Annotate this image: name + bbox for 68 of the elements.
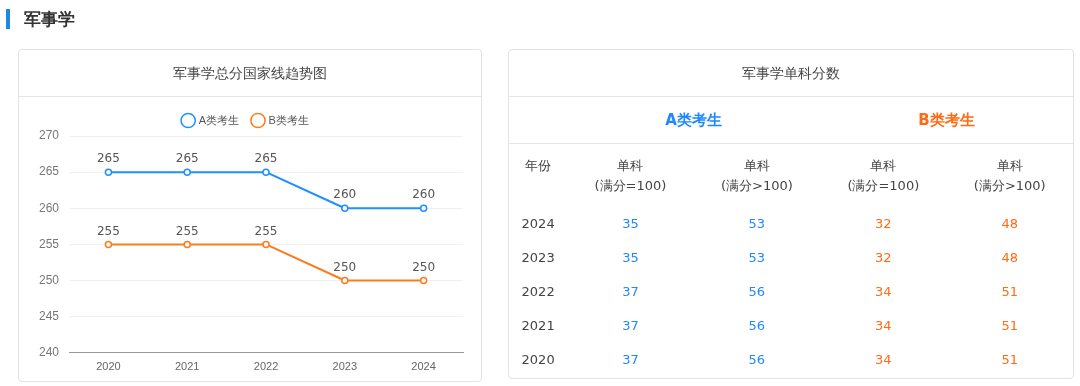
y-tick-label: 250 [38,272,60,287]
text: B类考生 [820,97,1073,144]
x-tick-label: 2023 [332,360,358,373]
x-tick-label: 2021 [174,360,200,373]
y-tick-label: 245 [38,308,60,323]
data-label: 56 [747,282,767,301]
text: A类考生 [567,97,821,144]
data-label: 34 [874,316,893,335]
data-label: 56 [747,350,767,369]
y-tick-label: 2021 [520,316,556,335]
data-label: 34 [874,350,893,369]
y-tick-label: 265 [38,164,60,179]
point [419,276,428,285]
point [104,240,113,249]
y-tick-label: 260 [38,200,60,215]
x-tick-label: 单科 (满分=100) [593,157,668,195]
data-label: 260 [333,187,357,202]
data-label: 32 [874,214,893,233]
data-label: 250 [412,259,436,274]
data-label: 255 [175,223,199,238]
legend-label: A类考生 [198,113,240,126]
data-label: 265 [96,151,120,166]
y-axis-title: 年份 [524,157,553,175]
x-tick-label: 单科 (满分>100) [719,157,794,195]
data-label: 255 [254,223,278,238]
y-tick-label: 2023 [520,248,556,267]
data-label: 265 [254,151,278,166]
x-tick-label: 单科 (满分=100) [846,157,921,195]
point [341,276,349,285]
text: 军事学 [24,7,75,31]
y-tick-label: 2024 [520,214,556,233]
legend-label: B类考生 [268,113,309,126]
data-label: 255 [96,223,120,238]
data-label: 53 [747,248,767,267]
x-tick-label: 单科 (满分>100) [972,157,1047,195]
chart-title: 军事学总分国家线趋势图 [19,50,481,97]
data-label: 32 [874,248,893,267]
data-label: 51 [1000,282,1020,301]
data-label: 37 [621,316,640,335]
x-tick-label: 2022 [253,360,279,373]
data-label: 53 [747,214,767,233]
data-label: 265 [175,151,199,166]
x-tick-label: 2024 [411,360,436,373]
x-tick-label: 2020 [96,360,121,373]
data-label: 34 [874,282,893,301]
point [262,240,270,249]
data-label: 51 [1000,316,1020,335]
chart-title: 军事学单科分数 [509,50,1073,97]
data-label: 35 [621,248,640,267]
point [104,168,113,176]
point [183,168,191,176]
data-label: 35 [621,214,640,233]
data-label: 37 [621,350,640,369]
point [262,168,270,176]
point [419,204,428,213]
y-tick-label: 240 [38,345,60,360]
point [341,204,349,213]
data-label: 51 [1000,350,1020,369]
y-tick-label: 2022 [520,282,556,301]
data-label: 48 [1000,248,1020,267]
y-tick-label: 255 [38,236,60,251]
y-tick-label: 270 [38,128,60,143]
data-label: 260 [412,187,436,202]
data-label: 48 [1000,214,1020,233]
data-label: 250 [333,259,357,274]
data-label: 56 [747,316,767,335]
data-label: 37 [621,282,640,301]
point [183,240,191,249]
